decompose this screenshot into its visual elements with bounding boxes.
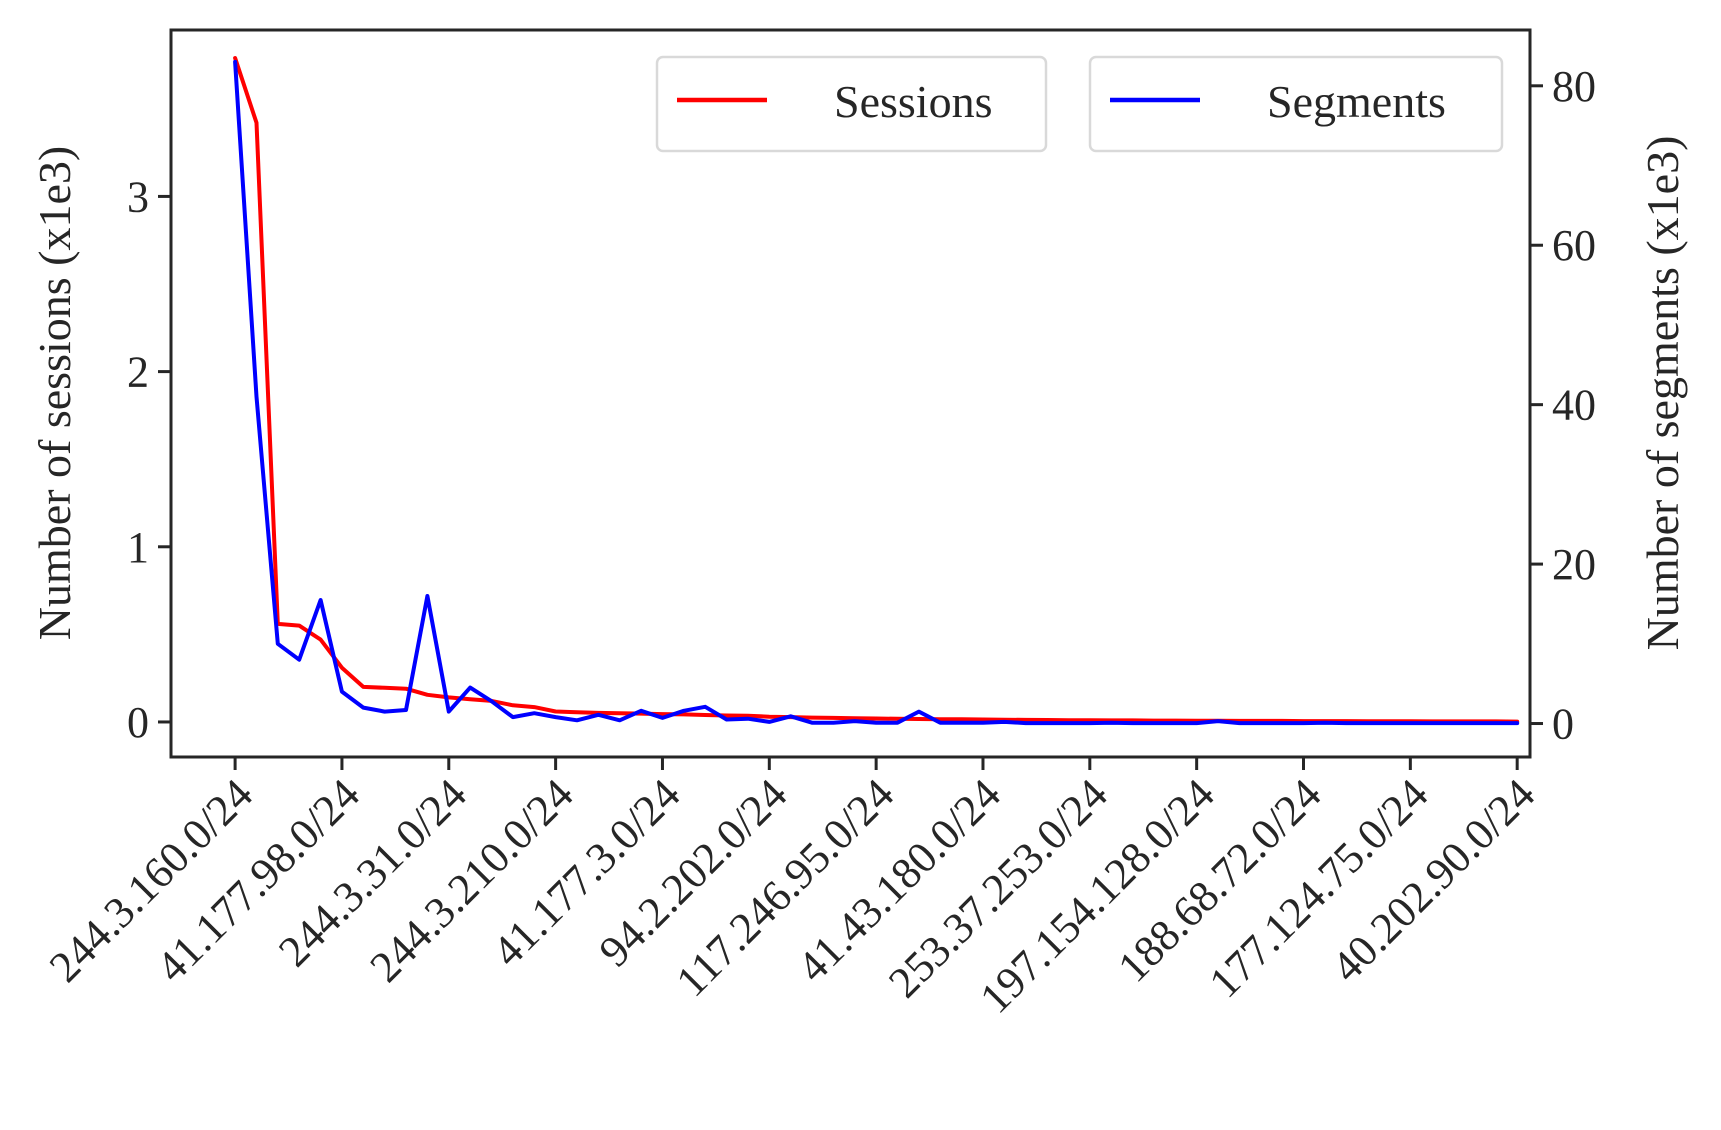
series-line-sessions (233, 56, 1520, 724)
plot-lines (233, 56, 1520, 726)
plot-frame (169, 28, 1532, 759)
y-tick-label: 2 (127, 348, 149, 397)
legend: Sessions Segments (655, 55, 1504, 153)
series-line-segments (233, 59, 1520, 726)
y-tick-label: 0 (127, 698, 149, 747)
y2-tick-label: 20 (1552, 540, 1596, 589)
y-tick-label: 3 (127, 172, 149, 221)
y2-tick-label: 60 (1552, 221, 1596, 270)
legend-box (1088, 55, 1504, 153)
y2-tick-label: 0 (1552, 700, 1574, 749)
y-axis-left-label: Number of sessions (x1e3) (29, 146, 80, 640)
y2-tick-label: 80 (1552, 62, 1596, 111)
y2-tick-label: 40 (1552, 381, 1596, 430)
legend-box (655, 55, 1048, 153)
y-tick-label: 1 (127, 523, 149, 572)
x-axis: 244.3.160.0/2441.177.98.0/24244.3.31.0/2… (40, 757, 1544, 1023)
y-axis-left: 0 1 2 3 (127, 172, 171, 747)
y-axis-right: 0 20 40 60 80 (1530, 62, 1596, 749)
y-axis-right-label: Number of segments (x1e3) (1637, 136, 1688, 651)
legend-label: Sessions (834, 76, 992, 127)
legend-label: Segments (1267, 76, 1446, 127)
